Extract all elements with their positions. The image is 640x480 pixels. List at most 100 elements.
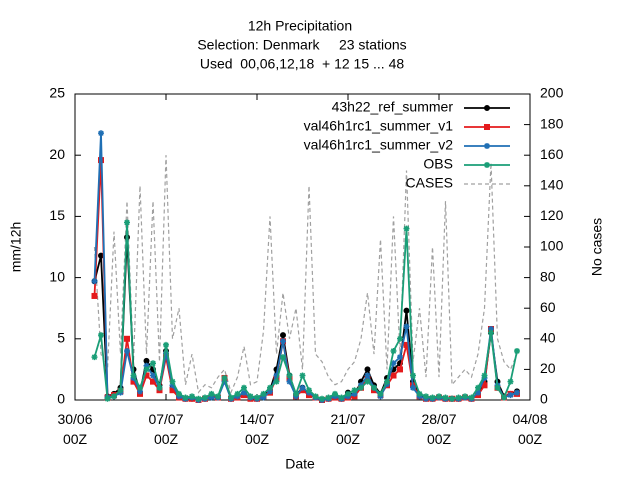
point xyxy=(202,394,208,401)
point xyxy=(455,394,462,401)
point xyxy=(423,393,429,400)
point xyxy=(481,372,488,379)
point xyxy=(169,382,176,389)
y-tick-label: 15 xyxy=(49,207,65,223)
point xyxy=(475,384,481,391)
point xyxy=(514,389,520,396)
point xyxy=(273,378,280,385)
point xyxy=(468,394,475,401)
x-tick-label: 21/07 00Z xyxy=(330,411,366,447)
y-tick-label: 0 xyxy=(57,391,65,407)
y2-tick-label: 0 xyxy=(540,391,548,407)
point xyxy=(143,357,150,364)
point xyxy=(273,372,280,379)
x-axis-label: Date xyxy=(285,456,315,472)
point xyxy=(150,360,156,367)
point xyxy=(319,395,325,402)
legend-label: 43h22_ref_summer xyxy=(332,99,454,115)
point xyxy=(397,366,403,373)
point xyxy=(156,384,163,391)
y2-tick-label: 140 xyxy=(540,177,564,193)
point xyxy=(228,394,234,401)
chart-title: 12h Precipitation xyxy=(248,18,352,34)
x-tick-label: 14/07 00Z xyxy=(239,411,275,447)
point xyxy=(403,323,410,330)
legend-label: val46h1rc1_summer_v2 xyxy=(304,137,454,153)
series-line xyxy=(93,237,518,401)
y-tick-label: 5 xyxy=(57,330,65,346)
point xyxy=(176,390,182,397)
point xyxy=(332,390,338,397)
point xyxy=(384,378,390,385)
y2-tick-label: 20 xyxy=(540,360,556,376)
point xyxy=(91,292,98,299)
point xyxy=(390,348,397,355)
point xyxy=(371,384,377,391)
point xyxy=(364,378,371,385)
point xyxy=(91,278,98,285)
point xyxy=(488,326,494,333)
point xyxy=(514,348,520,355)
point xyxy=(91,354,98,361)
point xyxy=(416,390,423,397)
point xyxy=(189,393,195,400)
point xyxy=(507,392,514,399)
point xyxy=(124,335,130,342)
point xyxy=(358,384,364,391)
legend-label: OBS xyxy=(423,156,453,172)
point xyxy=(299,384,306,391)
point xyxy=(163,341,169,348)
point xyxy=(325,394,332,401)
point xyxy=(260,390,267,397)
point xyxy=(436,393,442,400)
y-tick-label: 25 xyxy=(49,85,65,101)
point xyxy=(182,394,189,401)
y2-tick-label: 60 xyxy=(540,299,556,315)
point xyxy=(163,350,169,357)
point xyxy=(169,378,176,385)
point xyxy=(267,388,273,395)
point xyxy=(267,384,273,391)
x-tick-label: 30/06 00Z xyxy=(57,411,93,447)
point xyxy=(299,372,306,379)
y-tick-label: 20 xyxy=(49,146,65,162)
point xyxy=(254,394,260,401)
point xyxy=(247,393,254,400)
chart-subtitle: Used 00,06,12,18 + 12 15 ... 48 xyxy=(200,56,405,72)
y-axis-label: mm/12h xyxy=(8,222,24,273)
point xyxy=(137,384,143,391)
legend-label: CASES xyxy=(406,175,453,191)
point xyxy=(484,124,490,130)
legend-label: val46h1rc1_summer_v1 xyxy=(304,118,454,134)
point xyxy=(377,390,384,397)
point xyxy=(143,366,150,373)
point xyxy=(488,329,494,336)
point xyxy=(280,332,286,339)
point xyxy=(286,372,293,379)
point xyxy=(364,372,371,379)
y2-tick-label: 40 xyxy=(540,330,556,346)
series-line xyxy=(93,155,518,395)
point xyxy=(137,388,143,395)
point xyxy=(241,389,247,396)
point xyxy=(143,362,150,369)
point xyxy=(150,372,156,379)
point xyxy=(397,335,403,342)
x-tick-label: 04/08 00Z xyxy=(512,411,548,447)
y2-tick-label: 100 xyxy=(540,238,564,254)
point xyxy=(507,378,514,385)
point xyxy=(306,387,312,394)
y2-axis-label: No cases xyxy=(589,218,605,276)
y2-tick-label: 80 xyxy=(540,268,556,284)
point xyxy=(280,338,286,345)
point xyxy=(215,393,221,400)
point xyxy=(494,384,501,391)
point xyxy=(221,378,228,385)
point xyxy=(364,366,371,373)
point xyxy=(286,378,293,385)
point xyxy=(312,393,319,400)
point xyxy=(390,372,397,379)
point xyxy=(293,390,299,397)
point xyxy=(403,225,410,232)
